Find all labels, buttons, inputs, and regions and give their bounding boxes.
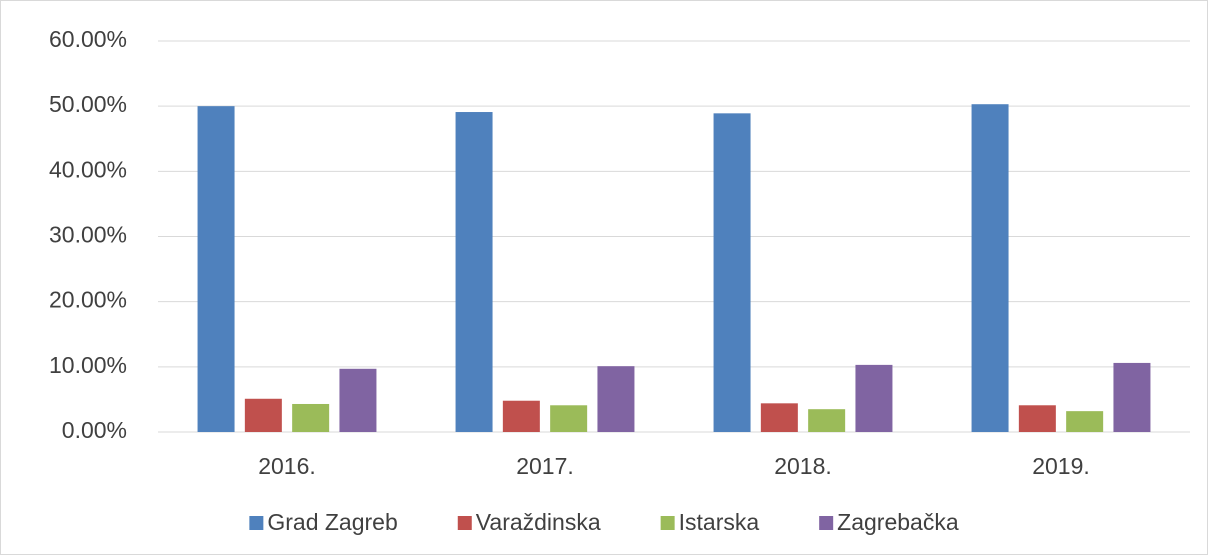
bar: [550, 405, 588, 432]
legend-label: Varaždinska: [476, 509, 601, 535]
legend-swatch: [660, 516, 675, 530]
bar: [1018, 405, 1056, 432]
bar: [971, 104, 1009, 432]
bar: [1066, 411, 1104, 432]
y-tick-label: 0.00%: [62, 417, 127, 443]
bar: [244, 398, 282, 432]
bar: [502, 400, 540, 432]
legend-label: Istarska: [679, 509, 760, 535]
legend-swatch: [457, 516, 472, 530]
bar: [713, 113, 751, 433]
x-tick-label: 2019.: [1032, 453, 1090, 479]
x-tick-label: 2016.: [258, 453, 316, 479]
legend-label: Zagrebačka: [837, 509, 959, 535]
bar: [455, 112, 493, 432]
y-tick-label: 10.00%: [49, 352, 127, 378]
bar: [339, 368, 377, 432]
x-tick-label: 2017.: [516, 453, 574, 479]
bar: [597, 366, 635, 432]
legend-swatch: [819, 516, 834, 530]
bar: [808, 409, 846, 432]
x-tick-label: 2018.: [774, 453, 832, 479]
y-tick-label: 60.00%: [49, 26, 127, 52]
bar: [760, 403, 798, 432]
bar: [197, 106, 235, 433]
bar: [292, 403, 330, 432]
y-tick-label: 20.00%: [49, 287, 127, 313]
y-tick-label: 50.00%: [49, 91, 127, 117]
bar: [1113, 362, 1151, 432]
y-tick-label: 30.00%: [49, 222, 127, 248]
y-tick-label: 40.00%: [49, 156, 127, 182]
legend-swatch: [249, 516, 264, 530]
legend-label: Grad Zagreb: [267, 509, 397, 535]
bar: [855, 364, 893, 432]
